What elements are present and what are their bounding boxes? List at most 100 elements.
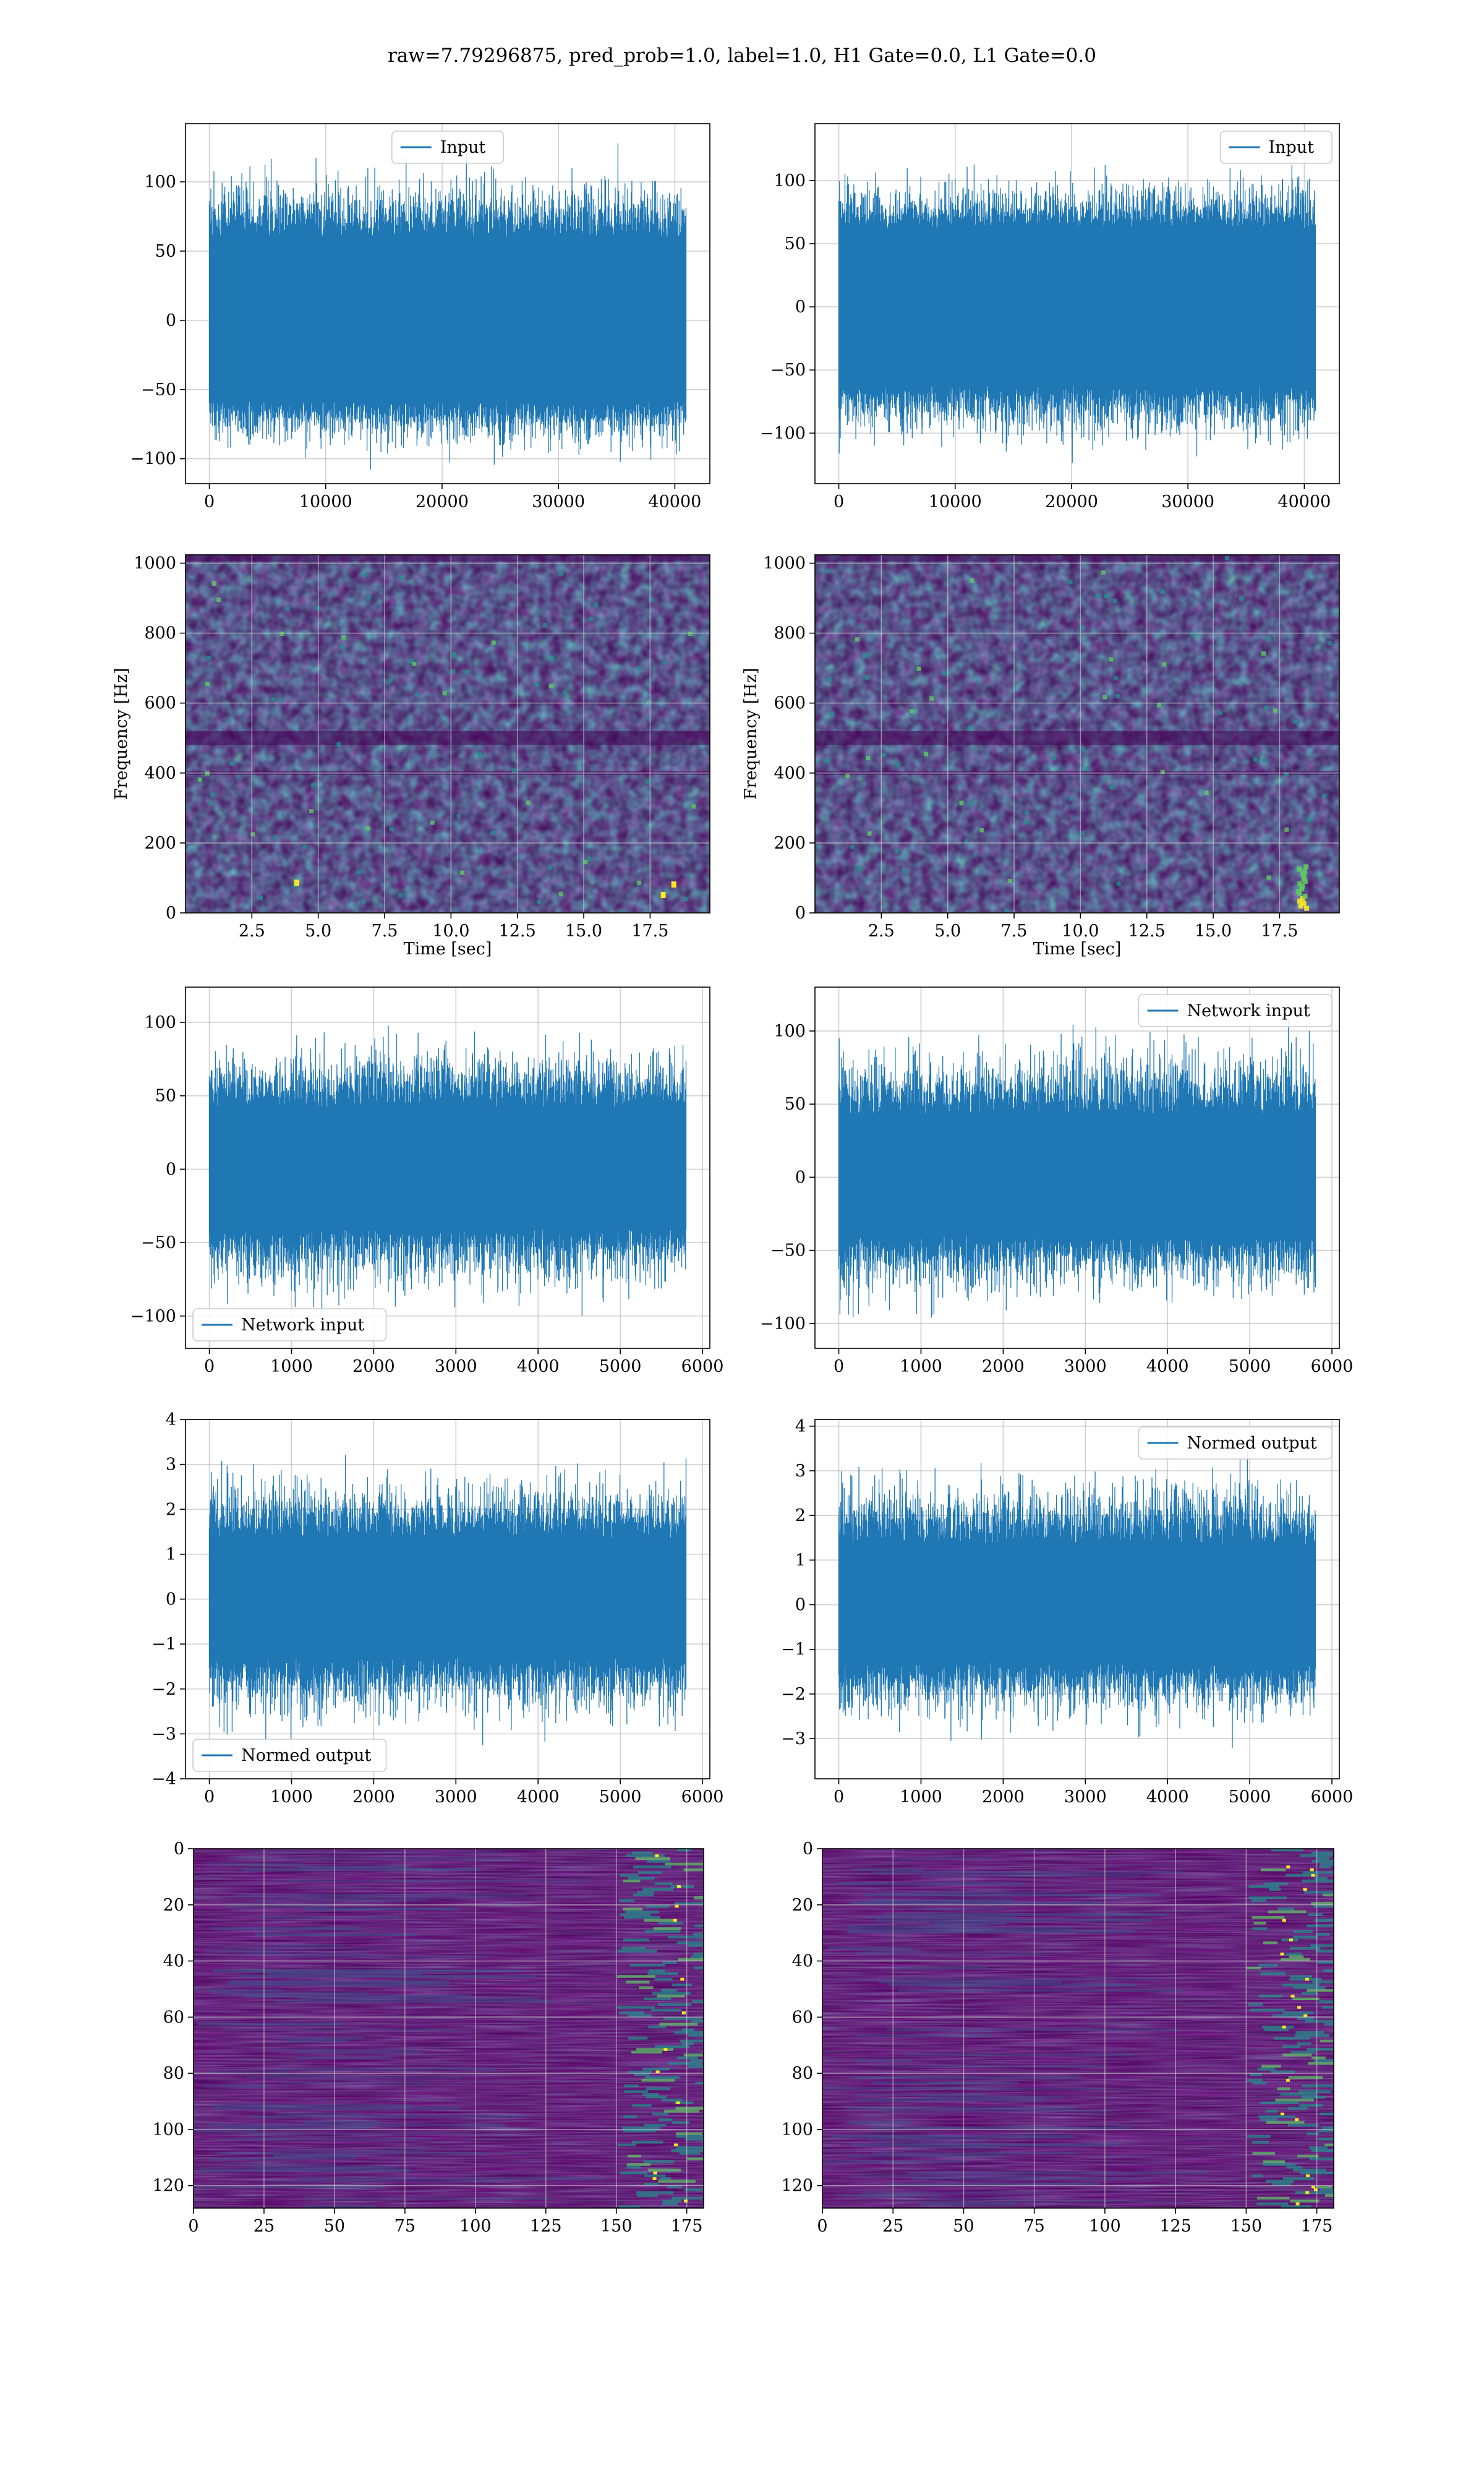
l1-feature-map-xtick-label: 50	[953, 2217, 974, 2236]
l1-network-input-series-line	[838, 1019, 1316, 1318]
l1-normed-output-ytick-label: 2	[795, 1506, 806, 1525]
h1-feature-map-hot-cells	[195, 1849, 704, 2208]
l1-input-legend: Input	[1219, 131, 1333, 164]
h1-network-input-ytick-label: 0	[166, 1160, 176, 1179]
l1-feature-map-xtick-label: 125	[1159, 2217, 1192, 2236]
h1-network-input-frame	[185, 987, 710, 1349]
l1-network-input-ytick-label: 50	[785, 1095, 806, 1114]
h1-normed-output-ytick-label: −4	[151, 1770, 176, 1789]
l1-spectrogram-frame	[814, 554, 1340, 914]
h1-feature-map-ytick-label: 40	[163, 1952, 184, 1971]
l1-spectrogram-xtick-label: 5.0	[934, 922, 961, 941]
h1-normed-output-ytick-label: 3	[166, 1455, 176, 1475]
h1-spectrogram-ytick-label: 600	[144, 694, 176, 713]
h1-input-xtick-label: 30000	[532, 492, 585, 511]
h1-input-ytick-label: −50	[141, 380, 176, 400]
l1-normed-output-frame	[814, 1419, 1340, 1779]
h1-normed-output-ytick-label: −1	[151, 1635, 176, 1654]
h1-network-input-series-line	[208, 1025, 687, 1316]
h1-spectrogram-axes: 2.5 5.0 7.5 10.0 12.5 15.0 17.5 0 200 400 600 800 10…	[112, 554, 710, 959]
l1-feature-map-xtick-label: 75	[1023, 2217, 1044, 2236]
h1-spectrogram-xtick-label: 15.0	[565, 922, 602, 941]
h1-spectrogram-ytick-label: 800	[144, 624, 176, 643]
h1-input-xtick-label: 40000	[648, 492, 701, 511]
l1-feature-map-ytick-label: 80	[792, 2064, 813, 2083]
h1-input-xtick-label: 10000	[299, 492, 352, 511]
l1-spectrogram-xtick-label: 7.5	[1001, 922, 1028, 941]
h1-spectrogram-xtick-label: 5.0	[305, 922, 331, 941]
h1-network-input-xtick-label: 1000	[270, 1357, 313, 1376]
h1-feature-map-ytick-label: 100	[152, 2120, 184, 2139]
l1-input-xtick-label: 30000	[1161, 492, 1214, 511]
l1-spectrogram-xtick-label: 2.5	[868, 922, 895, 941]
h1-feature-map-xtick-label: 150	[600, 2217, 633, 2236]
l1-normed-output-xtick-label: 0	[834, 1787, 844, 1807]
l1-input-ytick-label: 0	[795, 297, 806, 317]
l1-spectrogram-axes: 2.5 5.0 7.5 10.0 12.5 15.0 17.5 0 200 400 600 800 10…	[741, 554, 1340, 959]
l1-network-input-ytick-label: −100	[760, 1314, 806, 1333]
h1-spectrogram-xtick-label: 2.5	[239, 922, 265, 941]
l1-normed-output-legend: Normed output	[1138, 1426, 1333, 1460]
l1-normed-output-xtick-label: 2000	[982, 1787, 1025, 1807]
l1-network-input-xtick-label: 0	[834, 1357, 844, 1376]
h1-network-input-xtick-label: 5000	[599, 1357, 642, 1376]
l1-input-ytick-label: −100	[760, 424, 806, 443]
h1-spectrogram-frame	[185, 554, 710, 914]
l1-spectrogram-grid	[815, 555, 1339, 914]
h1-feature-map-xtick-label: 50	[324, 2217, 345, 2236]
l1-spectrogram-ylabel: Frequency [Hz]	[741, 668, 761, 800]
h1-normed-output-series-line	[208, 1455, 687, 1745]
h1-normed-output-ytick-label: 0	[166, 1590, 176, 1609]
figure-title: raw=7.79296875, pred_prob=1.0, label=1.0…	[388, 45, 1096, 67]
h1-network-input-legend: Network input	[192, 1308, 387, 1342]
l1-feature-map-ytick-label: 100	[781, 2120, 813, 2139]
h1-network-input-ytick-label: −50	[141, 1233, 176, 1252]
h1-feature-map-ytick-label: 0	[174, 1839, 184, 1859]
h1-feature-map-xtick-label: 100	[459, 2217, 492, 2236]
h1-spectrogram-xtick-label: 7.5	[372, 922, 398, 941]
l1-normed-output-xtick-label: 1000	[900, 1787, 942, 1807]
l1-feature-map-xtick-label: 25	[882, 2217, 903, 2236]
h1-input-frame	[185, 123, 710, 484]
l1-network-input-frame	[814, 987, 1340, 1349]
h1-normed-output-ytick-label: 2	[166, 1500, 176, 1519]
h1-input-legend: Input	[391, 131, 505, 164]
l1-normed-output-axes: 0 1000 2000 3000 4000 5000 6000 −3 −2 −1 0 1 2 3 4 Norm…	[781, 1417, 1353, 1807]
l1-network-input-ytick-label: 0	[795, 1168, 806, 1187]
h1-normed-output-xtick-label: 0	[204, 1787, 215, 1807]
l1-input-legend-label: Input	[1269, 138, 1315, 157]
l1-input-frame	[814, 123, 1340, 484]
h1-normed-output-xtick-label: 2000	[352, 1787, 395, 1807]
h1-network-input-xtick-label: 4000	[517, 1357, 560, 1376]
l1-network-input-xtick-label: 2000	[982, 1357, 1025, 1376]
h1-network-input-legend-label: Network input	[241, 1316, 364, 1335]
l1-network-input-legend-label: Network input	[1187, 1001, 1310, 1021]
l1-spectrogram-ytick-label: 600	[774, 694, 806, 713]
h1-normed-output-xtick-label: 3000	[435, 1787, 477, 1807]
l1-input-ytick-label: 100	[774, 171, 806, 190]
h1-feature-map-xtick-label: 0	[188, 2217, 198, 2236]
h1-network-input-axes: 0 1000 2000 3000 4000 5000 6000 −100 −50 0 50 100 Ne…	[130, 987, 723, 1376]
l1-input-axes: 0 10000 20000 30000 40000 −100 −50 0 50 100 Input	[760, 123, 1340, 511]
h1-feature-map-ytick-label: 20	[163, 1896, 184, 1915]
l1-network-input-xtick-label: 1000	[900, 1357, 942, 1376]
l1-network-input-legend: Network input	[1138, 994, 1333, 1027]
l1-normed-output-ytick-label: 3	[795, 1462, 806, 1481]
l1-spectrogram-ytick-label: 200	[774, 834, 806, 853]
l1-spectrogram-xtick-label: 15.0	[1195, 922, 1232, 941]
h1-input-axes: 0 10000 20000 30000 40000 −100 −50 0 50 100 Input	[130, 123, 710, 511]
h1-input-series-line	[208, 143, 687, 470]
h1-normed-output-xtick-label: 1000	[270, 1787, 313, 1807]
h1-feature-map-ytick-label: 80	[163, 2064, 184, 2083]
h1-normed-output-xtick-label: 6000	[681, 1787, 724, 1807]
l1-network-input-axes: 0 1000 2000 3000 4000 5000 6000 −100 −50 0 50 100 Ne…	[760, 987, 1353, 1376]
l1-normed-output-ytick-label: 4	[795, 1417, 806, 1436]
h1-normed-output-legend: Normed output	[192, 1739, 387, 1772]
l1-feature-map-hot-cells	[824, 1849, 1334, 2208]
l1-normed-output-xtick-label: 3000	[1064, 1787, 1107, 1807]
h1-network-input-xtick-label: 0	[204, 1357, 215, 1376]
l1-feature-map-xtick-label: 175	[1301, 2217, 1333, 2236]
h1-normed-output-ytick-label: −2	[151, 1680, 176, 1699]
h1-network-input-ytick-label: 50	[155, 1087, 176, 1106]
h1-normed-output-legend-label: Normed output	[241, 1746, 371, 1765]
